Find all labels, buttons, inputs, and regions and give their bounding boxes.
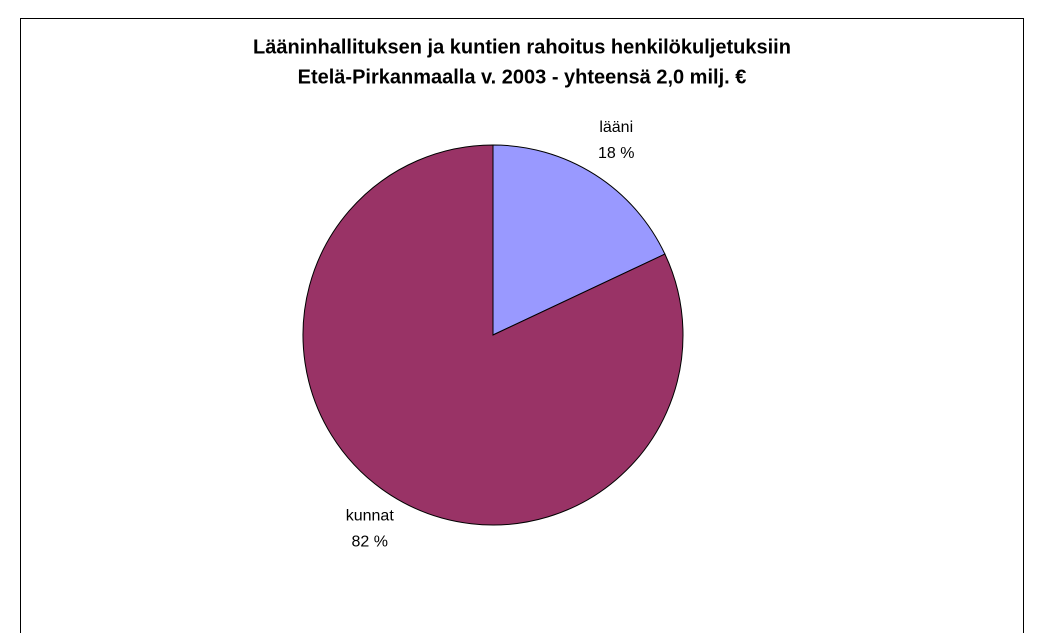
slice-value-label: 18 % bbox=[598, 145, 634, 162]
slice-label: lääni bbox=[599, 119, 633, 136]
slice-label: kunnat bbox=[346, 507, 395, 524]
chart-title: Lääninhallituksen ja kuntien rahoitus he… bbox=[253, 36, 791, 58]
chart-title: Etelä-Pirkanmaalla v. 2003 - yhteensä 2,… bbox=[298, 66, 747, 88]
chart-frame bbox=[20, 18, 1024, 633]
pie-slice bbox=[302, 144, 684, 526]
slice-value-label: 82 % bbox=[352, 533, 388, 550]
pie-slice bbox=[492, 144, 666, 336]
